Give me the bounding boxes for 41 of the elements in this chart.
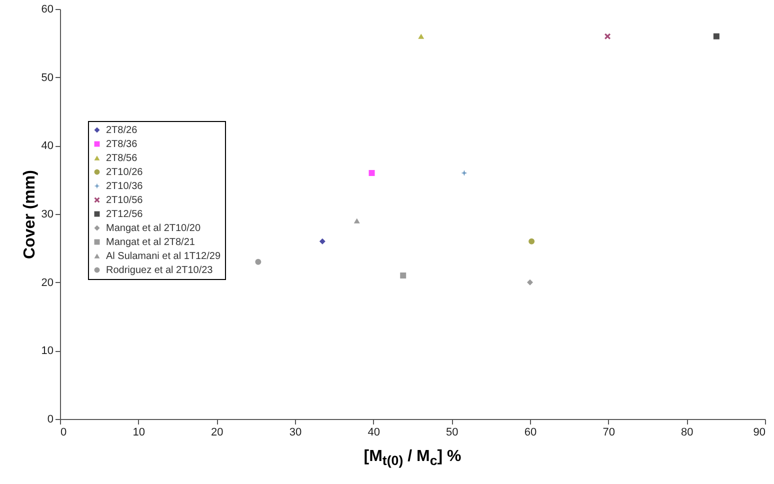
legend-label: 2T12/56 bbox=[106, 209, 144, 220]
x-tick-label: 40 bbox=[368, 426, 380, 438]
legend-label: Mangat et al 2T8/21 bbox=[106, 237, 196, 248]
x-tick-label: 80 bbox=[681, 426, 694, 438]
x-tick-label: 50 bbox=[446, 426, 458, 438]
legend-label: Rodriguez et al 2T10/23 bbox=[106, 265, 214, 276]
point bbox=[354, 218, 360, 224]
legend-label: 2T10/36 bbox=[106, 181, 144, 192]
x-tick-label: 0 bbox=[60, 426, 67, 438]
y-tick-label: 50 bbox=[41, 72, 54, 84]
legend-label: Mangat et al 2T10/20 bbox=[106, 223, 201, 234]
legend-label: Al Sulamani et al 1T12/29 bbox=[106, 251, 221, 262]
x-axis-title: [M$_{t(0)}$ / M$_{c}$] % bbox=[362, 448, 462, 468]
y-tick-label: 20 bbox=[41, 276, 54, 289]
x-tick-label: 10 bbox=[132, 426, 145, 438]
legend-label: 2T8/36 bbox=[106, 139, 138, 150]
legend-label: 2T8/26 bbox=[106, 125, 138, 136]
y-tick-label: 40 bbox=[41, 140, 54, 152]
point bbox=[713, 33, 720, 40]
y-tick-label: 60 bbox=[41, 4, 54, 16]
legend-label: 2T10/56 bbox=[106, 195, 144, 206]
point bbox=[400, 272, 406, 278]
y-tick-label: 30 bbox=[41, 208, 54, 220]
x-tick-label: 60 bbox=[524, 426, 537, 438]
x-tick-label: 20 bbox=[211, 426, 224, 438]
point bbox=[527, 279, 533, 286]
point bbox=[255, 258, 262, 265]
point bbox=[604, 33, 611, 40]
legend-label: 2T10/26 bbox=[106, 167, 144, 178]
point bbox=[418, 34, 424, 39]
point bbox=[319, 238, 326, 244]
x-tick-label: 30 bbox=[289, 426, 302, 438]
y-tick-label: 0 bbox=[47, 414, 54, 426]
x-tick-label: 90 bbox=[753, 426, 766, 438]
y-tick-label: 10 bbox=[41, 345, 54, 358]
point bbox=[461, 170, 468, 176]
x-tick-label: 70 bbox=[602, 426, 615, 438]
point bbox=[368, 170, 375, 176]
legend-label: 2T8/56 bbox=[106, 153, 138, 164]
point bbox=[528, 238, 535, 244]
y-axis-title: Cover (mm) bbox=[21, 170, 38, 259]
